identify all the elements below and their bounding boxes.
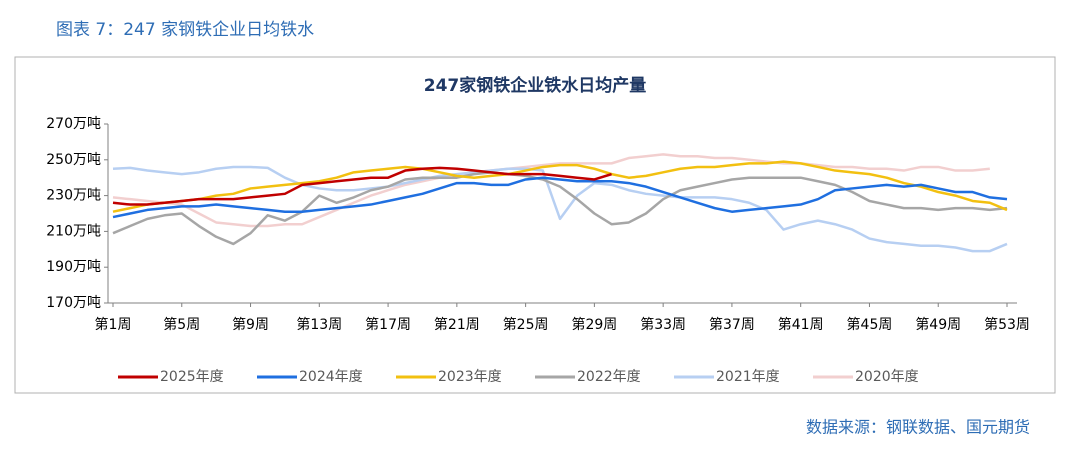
series-line [112, 171, 1008, 246]
x-tick-label: 第1周 [95, 316, 132, 333]
y-tick-label: 210万吨 [46, 223, 101, 239]
y-tick-label: 190万吨 [46, 259, 101, 275]
series-line [112, 165, 1008, 253]
x-tick-label: 第49周 [915, 316, 961, 333]
series-line [112, 166, 612, 206]
x-tick-label: 第13周 [296, 316, 342, 333]
x-tick-label: 第41周 [778, 316, 824, 333]
y-tick-label: 170万吨 [46, 295, 101, 311]
header-title: 图表 7：247 家钢铁企业日均铁水 [56, 20, 314, 40]
x-tick-label: 第25周 [503, 316, 549, 333]
legend-label: 2020年度 [855, 369, 919, 385]
y-tick-label: 230万吨 [46, 188, 101, 204]
chart-title: 247家钢铁企业铁水日均产量 [424, 75, 647, 96]
x-tick-label: 第5周 [163, 316, 200, 333]
x-tick-label: 第9周 [232, 316, 269, 333]
series-line [112, 176, 1008, 219]
legend-label: 2023年度 [438, 369, 502, 385]
legend-label: 2022年度 [577, 369, 641, 385]
x-tick-label: 第17周 [365, 316, 411, 333]
x-tick-label: 第21周 [434, 316, 480, 333]
x-tick-label: 第45周 [847, 316, 893, 333]
y-tick-label: 270万吨 [46, 116, 101, 132]
chart-frame [14, 56, 1056, 394]
x-tick-label: 第29周 [571, 316, 617, 333]
y-tick-label: 250万吨 [46, 152, 101, 168]
legend-label: 2025年度 [160, 369, 224, 385]
x-tick-label: 第37周 [709, 316, 755, 333]
legend-label: 2024年度 [299, 369, 363, 385]
x-tick-label: 第53周 [984, 316, 1030, 333]
x-tick-label: 第33周 [640, 316, 686, 333]
legend-label: 2021年度 [716, 369, 780, 385]
series-line [112, 160, 1008, 213]
source-note: 数据来源：钢联数据、国元期货 [806, 418, 1030, 437]
